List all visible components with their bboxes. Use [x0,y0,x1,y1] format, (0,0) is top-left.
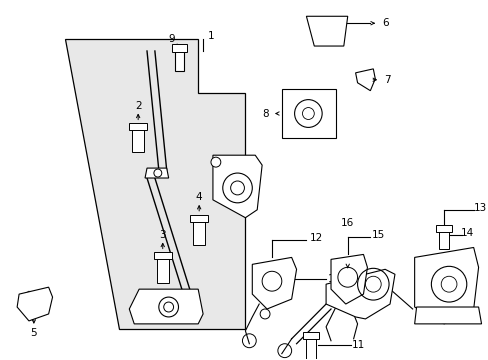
Bar [171,44,187,52]
Circle shape [154,169,162,177]
Text: 12: 12 [309,233,322,243]
Polygon shape [330,255,366,304]
Polygon shape [355,69,374,91]
Text: 5: 5 [30,328,37,338]
Text: 3: 3 [159,230,166,239]
Circle shape [260,309,269,319]
Bar [132,129,144,152]
Text: 4: 4 [196,192,202,202]
Text: 15: 15 [371,230,384,239]
Text: 14: 14 [326,274,340,284]
Polygon shape [212,155,262,218]
Polygon shape [129,289,203,324]
Bar [303,332,319,339]
Bar [154,252,171,260]
Text: 2: 2 [135,100,141,111]
Bar [306,337,316,359]
Polygon shape [17,287,52,321]
Polygon shape [306,16,347,46]
Polygon shape [65,39,245,329]
Text: 14: 14 [460,228,473,238]
Polygon shape [252,257,296,309]
Bar [193,220,204,246]
Polygon shape [414,307,481,324]
Polygon shape [145,168,168,178]
Text: 1: 1 [207,31,214,41]
Text: 7: 7 [383,75,389,85]
Text: 8: 8 [261,108,268,118]
Bar [435,225,451,231]
Polygon shape [414,247,478,324]
Circle shape [210,157,221,167]
Bar [174,49,184,71]
Text: 9: 9 [168,34,175,44]
Text: 10: 10 [414,307,427,317]
Polygon shape [325,269,394,319]
Text: 11: 11 [351,340,365,350]
Bar [438,230,448,249]
Bar [190,215,207,222]
Bar [129,123,147,130]
Text: 16: 16 [341,218,354,228]
Bar [281,89,335,138]
Bar [157,257,168,283]
Text: 13: 13 [473,203,486,213]
Text: 6: 6 [381,18,387,28]
